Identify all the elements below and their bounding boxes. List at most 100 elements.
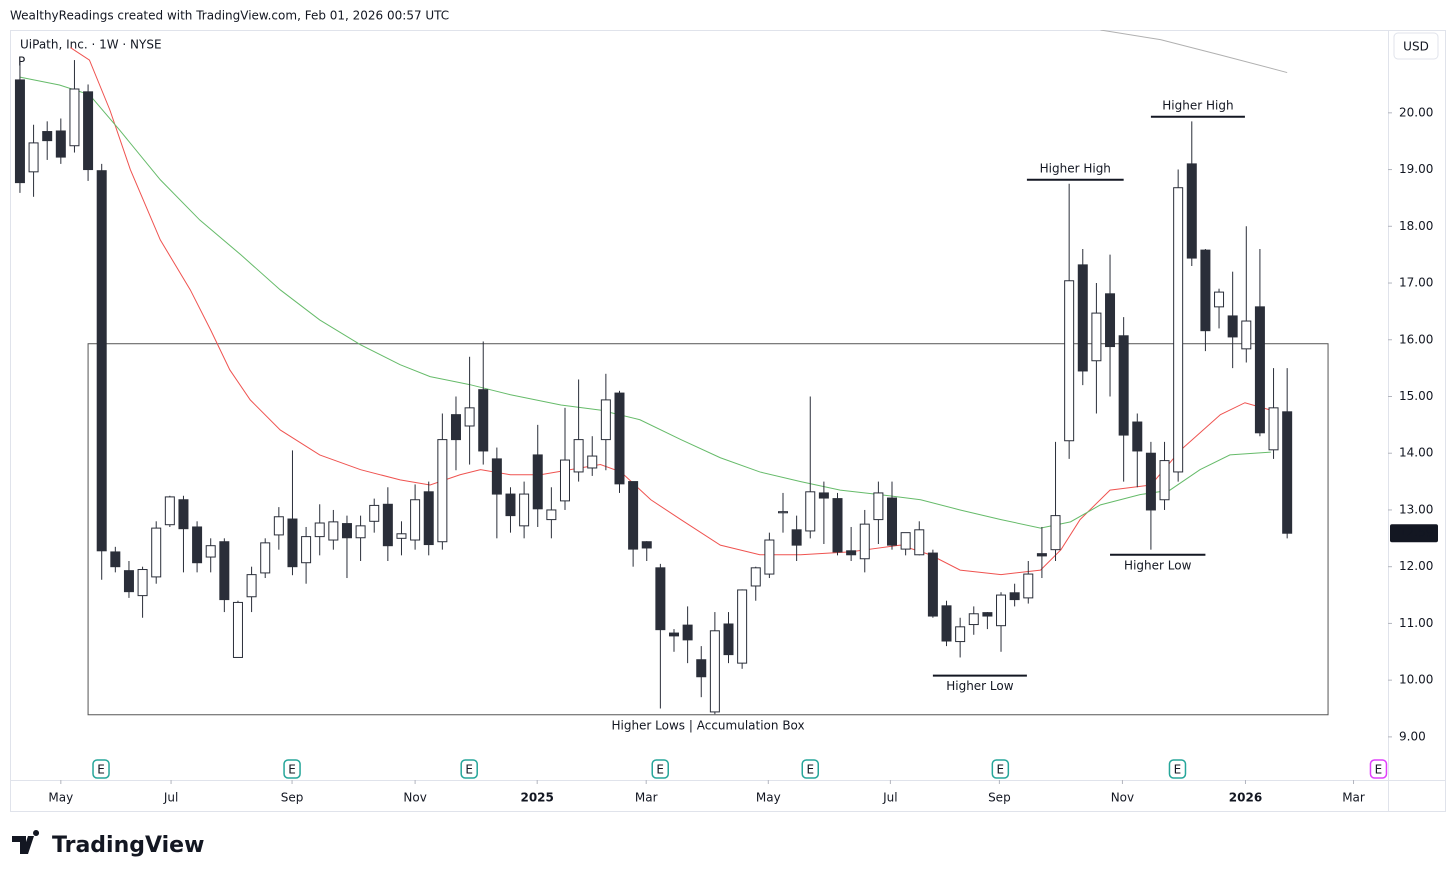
candle-body (532, 454, 543, 510)
candle-body (641, 541, 652, 549)
y-tick-label: 17.00 (1399, 276, 1433, 290)
candle-body (178, 499, 189, 530)
y-tick-label: 9.00 (1399, 729, 1426, 743)
symbol-legend: UiPath, Inc. · 1W · NYSE (20, 38, 162, 52)
currency[interactable]: USD (1403, 40, 1429, 54)
candle-body (396, 533, 407, 539)
moving-average (70, 47, 1271, 576)
candle-body (655, 567, 666, 631)
candle-body (559, 459, 570, 502)
candle-body (587, 455, 598, 469)
candle-body (1227, 315, 1238, 338)
candle-body (764, 539, 775, 575)
x-tick-label: Mar (1342, 791, 1365, 805)
candle-body (1241, 320, 1252, 350)
candle-body (1132, 421, 1143, 452)
candle-body (668, 632, 679, 637)
candle-body (491, 458, 502, 495)
currency-button[interactable] (1393, 32, 1439, 60)
moving-average (1100, 30, 1288, 74)
candle-body (709, 630, 720, 713)
candle-body (1036, 553, 1047, 557)
y-tick-label: 11.00 (1399, 616, 1433, 630)
earnings-icon (801, 759, 820, 779)
candle-body (818, 492, 829, 499)
candle-body (328, 521, 339, 541)
candle-body (941, 605, 952, 642)
candle-body (1282, 411, 1293, 534)
candle-body (205, 545, 216, 558)
candle-body (287, 518, 298, 568)
brand: TradingView (52, 833, 204, 858)
candle-body (1145, 452, 1156, 511)
marker: P (18, 55, 25, 69)
candle-body (369, 504, 380, 522)
annotation-label: Higher Low (1124, 558, 1192, 572)
candle-body (137, 569, 148, 597)
candle-body (1200, 249, 1211, 332)
y-tick-label: 20.00 (1399, 105, 1433, 119)
plot (14, 30, 1329, 716)
candle-body (1050, 515, 1061, 551)
candle-body (573, 439, 584, 473)
candle-body (737, 589, 748, 664)
candle-body (192, 526, 203, 564)
candle-body (96, 170, 107, 552)
candle-body (246, 574, 257, 598)
candle-body (1159, 460, 1170, 501)
candle-body (900, 532, 911, 550)
candle-body (600, 399, 611, 441)
candle-body (314, 522, 325, 538)
candle-body (83, 91, 94, 171)
box-label: Higher Lows | Accumulation Box (611, 718, 804, 732)
candle-body (723, 623, 734, 656)
candle-body (273, 516, 284, 536)
candle-body (1214, 291, 1225, 308)
upcoming-earnings-icon-label: E (1375, 763, 1383, 777)
y-tick-label: 12.00 (1399, 559, 1433, 573)
y-tick-label: 18.00 (1399, 219, 1433, 233)
candle-body (423, 491, 434, 546)
earnings-icon (92, 759, 110, 779)
candle-body (1118, 335, 1129, 436)
earnings-icon-label: E (997, 763, 1005, 777)
candle-body (887, 497, 898, 546)
candle-body (968, 613, 979, 626)
candle-body (505, 493, 516, 517)
candle-body (628, 481, 639, 550)
annotation-label: Higher High (1040, 161, 1111, 175)
candle-body (805, 491, 816, 532)
candle-body (873, 492, 884, 521)
candle-body (859, 523, 870, 560)
candle-body (478, 389, 489, 452)
y-tick-label: 10.00 (1399, 673, 1433, 687)
candle-body (1023, 573, 1034, 599)
annotation-label: Higher Low (946, 679, 1014, 693)
candle-body (996, 594, 1007, 627)
candle-body (1064, 280, 1075, 442)
x-tick-label: May (48, 791, 73, 805)
last-price-label: 12.59 (1399, 526, 1433, 540)
earnings-icon-label: E (806, 763, 814, 777)
candle-body (791, 529, 802, 546)
candle-body (164, 496, 175, 526)
candle-body (955, 626, 966, 643)
moving-average (19, 76, 1271, 529)
x-tick-label: Jul (163, 791, 178, 805)
logo: TradingView (12, 830, 204, 858)
earnings-icon (991, 759, 1010, 779)
candle-body (1091, 312, 1102, 362)
earnings-icon (460, 759, 478, 779)
candle-body (341, 523, 352, 539)
x-tick-label: May (756, 791, 781, 805)
candle-body (151, 527, 162, 578)
candle-body (55, 130, 66, 158)
y-tick-label: 13.00 (1399, 502, 1433, 516)
candle-body (110, 551, 121, 568)
candle-body (464, 407, 475, 427)
earnings-icon (283, 759, 301, 779)
earnings-icon-label: E (288, 763, 296, 777)
candle-body (1077, 264, 1088, 372)
earnings-icon (651, 759, 669, 779)
